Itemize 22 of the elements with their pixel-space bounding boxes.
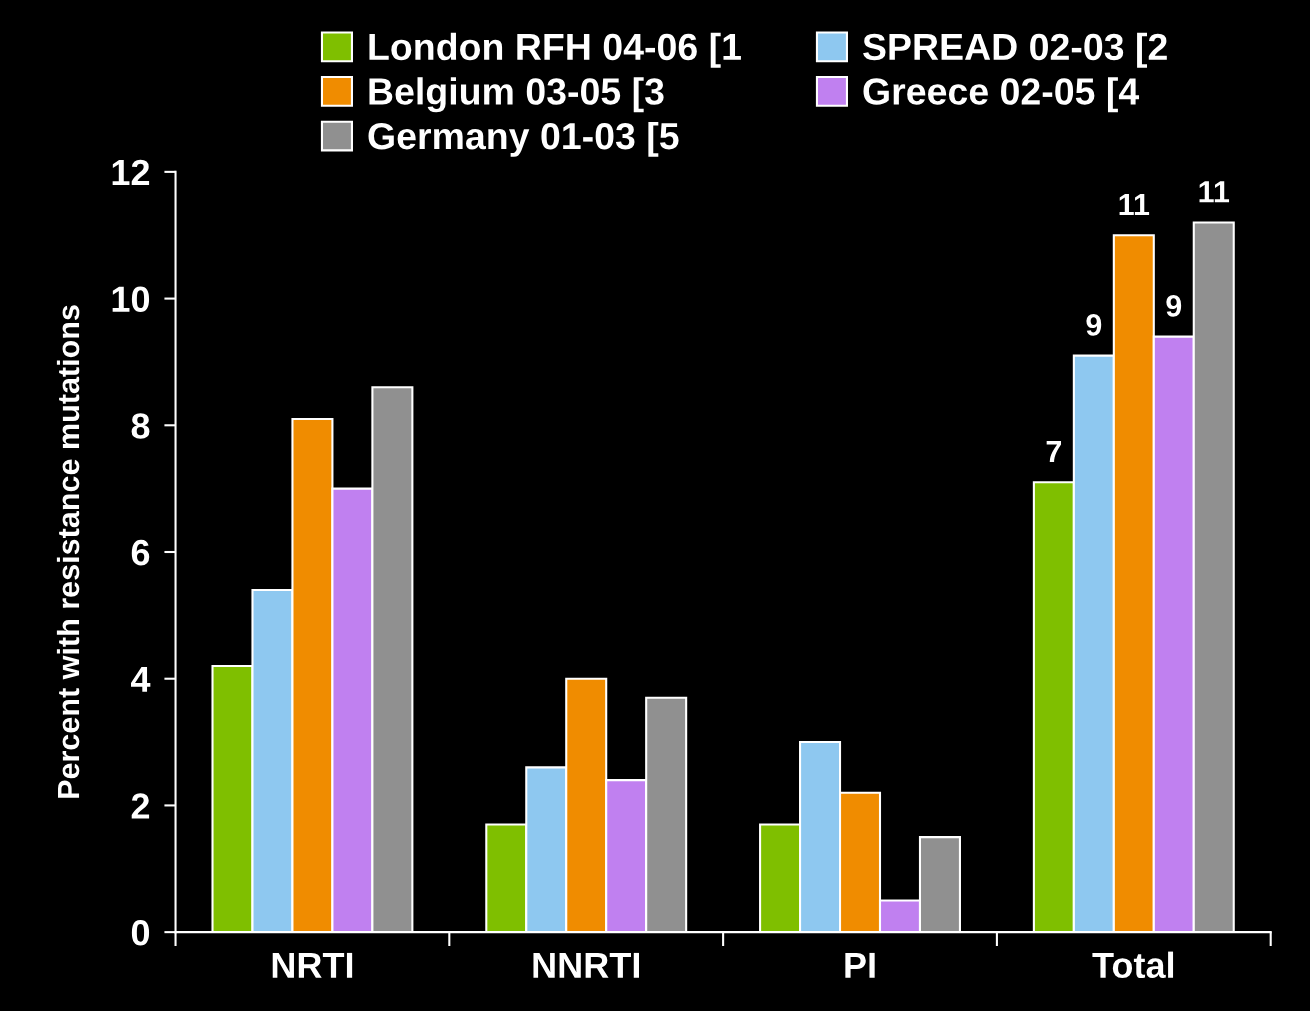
y-tick-label: 6 bbox=[131, 539, 150, 566]
y-axis-title: Percent with resistance mutations bbox=[56, 305, 80, 798]
y-tick-label: 0 bbox=[131, 920, 150, 946]
y-tick-label: 10 bbox=[112, 286, 150, 313]
x-tick-label: Total bbox=[1092, 951, 1174, 979]
data-label: 11 bbox=[1199, 181, 1230, 203]
x-tick-label: NRTI bbox=[272, 952, 353, 978]
x-tick-label: NNRTI bbox=[533, 952, 639, 978]
legend-label: Greece 02-05 [4 bbox=[863, 77, 1140, 113]
legend-label: Germany 01-03 [5 bbox=[368, 121, 679, 157]
legend-label: London RFH 04-06 [1 bbox=[369, 32, 741, 68]
data-label: 9 bbox=[1086, 314, 1102, 336]
y-tick-label: 4 bbox=[131, 666, 151, 692]
x-tick-label: PI bbox=[845, 952, 875, 978]
legend-label: SPREAD 02-03 [2 bbox=[863, 32, 1167, 68]
data-label: 7 bbox=[1046, 441, 1062, 463]
legend-label: Belgium 03-05 [3 bbox=[369, 77, 664, 113]
data-label: 9 bbox=[1166, 295, 1182, 317]
y-tick-label: 8 bbox=[131, 413, 150, 439]
y-tick-label: 2 bbox=[131, 793, 150, 819]
data-label: 11 bbox=[1119, 193, 1150, 215]
y-tick-label: 12 bbox=[112, 159, 150, 185]
